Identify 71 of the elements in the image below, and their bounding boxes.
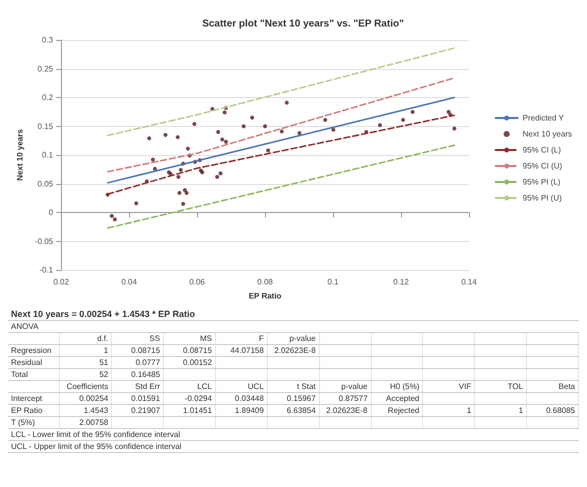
text: Residual 51 0.0777 0.00152: [11, 358, 212, 367]
text: LCL - Lower limit of the 95% confidence interval: [8, 428, 578, 440]
text: Coefficients Std Err LCL UCL t Stat p-value H0 (5%) VIF TOL Beta: [66, 382, 575, 391]
y-tick-label: 0.25: [38, 64, 54, 74]
text: UCL - Upper limit of the 95% confidence interval: [8, 440, 578, 452]
point: [134, 201, 138, 206]
point: [323, 118, 328, 122]
legend-label: 95% PI (U): [522, 194, 562, 202]
point: [250, 116, 254, 120]
x-tick-label: 0.04: [121, 278, 138, 286]
point: [176, 174, 180, 179]
text: Total 52 0.16485: [11, 370, 160, 379]
point: [181, 202, 186, 206]
point: [222, 110, 227, 114]
point: [297, 131, 302, 136]
y-tick-label: 0: [48, 208, 54, 217]
y-tick-label: -0.1: [39, 266, 54, 274]
point: [220, 137, 224, 142]
y-tick-label: 0.3: [42, 36, 54, 44]
point: [218, 171, 223, 176]
y-tick-label: 0.2: [42, 93, 54, 102]
x-tick-label: 0.14: [461, 278, 478, 286]
text: Next 10 years = 0.00254 + 1.4543 * EP Ratio: [8, 308, 578, 320]
point: [186, 146, 190, 151]
text: EP Ratio 1.4543 0.21907 1.01451 1.89409 6.63854 2.02623E-8 Rejected 1 1 0.68085: [11, 406, 575, 415]
x-tick-label: 0.12: [393, 278, 410, 286]
point: [280, 129, 284, 134]
chart-title: Scatter plot "Next 10 years" vs. "EP Ratio": [202, 18, 404, 30]
y-tick-label: -0.05: [34, 236, 54, 246]
legend-label: 95% PI (L): [522, 178, 561, 186]
point: [242, 124, 246, 128]
x-axis-title: EP Ratio: [248, 292, 282, 300]
point: [401, 118, 406, 122]
point: [184, 190, 189, 195]
point: [216, 130, 220, 134]
text: Intercept 0.00254 0.01591 -0.0294 0.03448 0.15967 0.87577 Accepted: [11, 394, 420, 403]
point: [112, 217, 117, 222]
legend-label: Next 10 years: [522, 130, 572, 138]
text: ANOVA: [8, 320, 578, 332]
point: [284, 100, 289, 105]
x-tick-label: 0.08: [257, 278, 274, 286]
point: [215, 174, 220, 179]
legend-label: 95% CI (L): [522, 146, 562, 154]
point: [378, 123, 382, 128]
point: [263, 124, 268, 128]
text: d.f. SS MS F p-value: [97, 334, 316, 343]
point: [182, 188, 187, 192]
point: [192, 122, 196, 126]
y-tick-label: 0.15: [38, 122, 54, 131]
x-tick-label: 0.02: [53, 278, 70, 286]
legend-label: Predicted Y: [522, 114, 565, 122]
point: [147, 136, 152, 140]
point: [452, 126, 456, 131]
point: [266, 148, 270, 152]
point: [176, 135, 180, 140]
y-axis-title: Next 10 years: [16, 128, 24, 181]
y-tick-label: 0.05: [38, 179, 54, 188]
point: [110, 214, 114, 218]
point: [224, 140, 228, 144]
point: [178, 168, 183, 172]
point: [177, 190, 182, 195]
text: T (5%) 2.00758: [11, 418, 108, 427]
point: [150, 158, 155, 162]
point: [410, 110, 415, 114]
x-tick-label: 0.1: [327, 278, 340, 286]
point: [163, 132, 168, 137]
point: [331, 128, 336, 132]
x-tick-label: 0.06: [189, 278, 206, 286]
legend-label: 95% CI (U): [522, 162, 563, 170]
text: Regression 1 0.08715 0.08715 44.07158 2.02623E-8: [11, 346, 316, 355]
y-tick-label: 0.1: [42, 150, 54, 160]
